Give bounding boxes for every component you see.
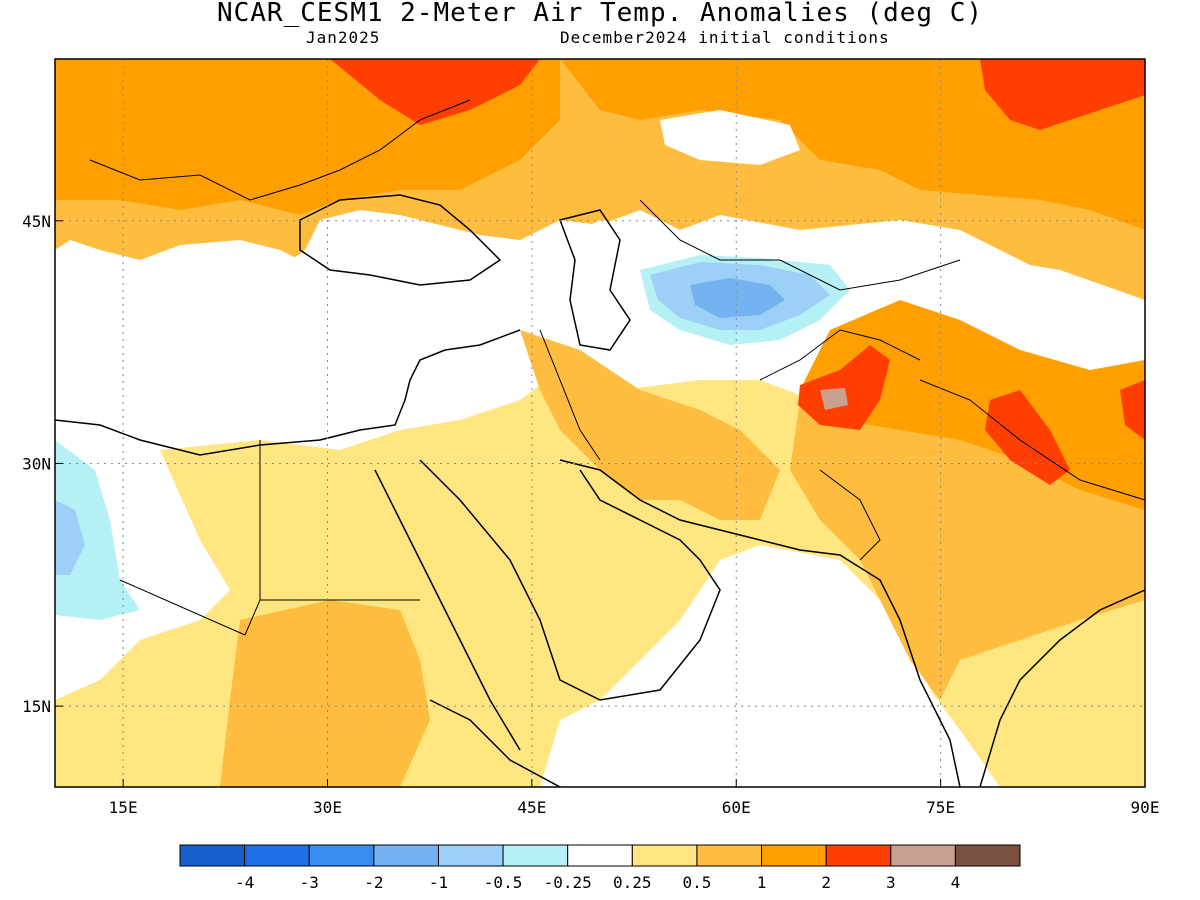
colorbar-swatch-9	[761, 844, 827, 867]
lat-tick-label-1: 30N	[22, 454, 51, 473]
lon-tick-label-5: 90E	[1131, 798, 1160, 817]
lon-tick-label-2: 45E	[517, 798, 546, 817]
map-frame	[54, 58, 1146, 788]
latitude-ticks: 45N 30N 15N	[22, 212, 63, 716]
colorbar-swatch-11	[890, 844, 956, 867]
siberia-red-area	[980, 59, 1145, 130]
europe-borders	[89, 99, 471, 201]
colorbar-swatch-10	[825, 844, 892, 867]
lat-tick-label-0: 45N	[22, 212, 51, 231]
colorbar-label-7: 0.5	[682, 873, 711, 892]
lon-tick-label-4: 75E	[926, 798, 955, 817]
colorbar-swatch-6	[567, 844, 633, 867]
black-sea-coast	[299, 194, 502, 286]
anomaly-field	[55, 59, 1145, 787]
lon-tick-label-0: 15E	[109, 798, 138, 817]
india-borders	[819, 469, 881, 561]
mediterranean-coast	[55, 329, 521, 456]
afghan-borders	[759, 329, 921, 381]
libya-chad-border	[119, 579, 246, 636]
colorbar-label-1: -3	[300, 873, 319, 892]
africa-orange-area	[220, 600, 430, 787]
libya-cool-area	[55, 440, 140, 620]
initial-conditions-label: December2024 initial conditions	[560, 28, 890, 47]
lon-tick-label-3: 60E	[722, 798, 751, 817]
colorbar-label-6: 0.25	[613, 873, 652, 892]
red-sea-coast	[374, 469, 521, 751]
tibet-red-area	[985, 390, 1070, 485]
himalaya-borders	[919, 379, 1145, 501]
gridlines	[55, 59, 1145, 787]
borders	[89, 99, 1145, 636]
lon-tick-label-1: 30E	[313, 798, 342, 817]
colorbar-swatch-0	[179, 844, 246, 867]
colorbar-swatch-7	[631, 844, 698, 867]
valid-month-label: Jan2025	[306, 28, 381, 47]
colorbar-label-3: -1	[429, 873, 448, 892]
india-east-coast	[979, 589, 1145, 787]
kazakh-white-area	[660, 110, 800, 165]
colorbar-swatch-3	[373, 844, 439, 867]
persian-gulf-coast	[559, 459, 841, 556]
aral-coldest-area	[690, 278, 785, 318]
map-title: NCAR_CESM1 2-Meter Air Temp. Anomalies (…	[216, 0, 984, 28]
colorbar-label-9: 2	[821, 873, 831, 892]
colorbar-swatch-5	[502, 844, 569, 867]
libya-cooler-area	[55, 500, 85, 575]
colorbar-label-11: 4	[951, 873, 961, 892]
colorbar: -4 -3 -2 -1 -0.5 -0.25 0.25 0.5 1 2 3 4	[179, 844, 1021, 892]
colorbar-label-5: -0.25	[544, 873, 592, 892]
colorbar-label-0: -4	[235, 873, 254, 892]
east-himalaya-red-area	[1120, 380, 1145, 440]
colorbar-swatch-4	[437, 844, 504, 867]
colorbar-swatch-8	[696, 844, 763, 867]
russia-red-area	[330, 59, 540, 125]
lat-tick-label-2: 15N	[22, 697, 51, 716]
colorbar-swatch-1	[244, 844, 310, 867]
colorbar-label-2: -2	[364, 873, 383, 892]
arabian-coast	[419, 459, 721, 701]
caspian-coast	[559, 209, 631, 351]
pakistan-extreme-area	[820, 388, 848, 410]
colorbar-label-10: 3	[886, 873, 896, 892]
persia-orange-area	[520, 330, 780, 520]
africa-horn-coast	[429, 699, 561, 787]
india-coast	[839, 554, 961, 787]
coastlines	[55, 194, 1145, 787]
colorbar-swatch-12	[954, 844, 1021, 867]
colorbar-swatch-2	[308, 844, 375, 867]
colorbar-label-8: 1	[757, 873, 767, 892]
colorbar-label-4: -0.5	[484, 873, 523, 892]
pakistan-red-area	[798, 345, 890, 430]
central-asia-borders	[639, 199, 961, 291]
iran-borders	[539, 329, 601, 461]
longitude-ticks: 15E 30E 45E 60E 75E 90E	[109, 779, 1160, 817]
